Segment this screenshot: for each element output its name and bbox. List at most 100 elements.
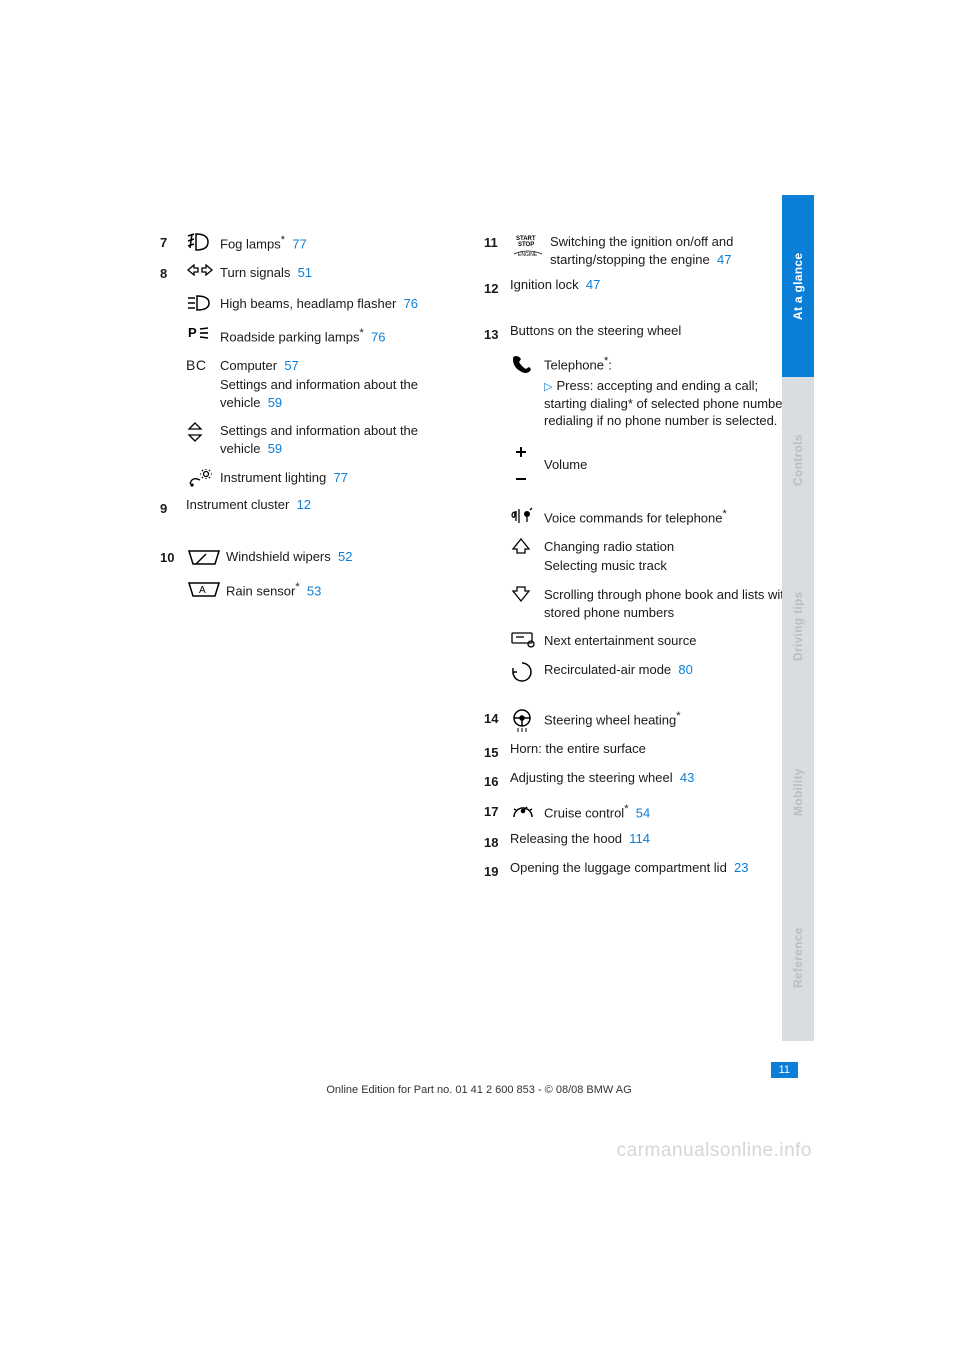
item-17: 17 Cruise control* 54 (484, 799, 794, 822)
page-link[interactable]: 12 (297, 497, 311, 512)
page-link[interactable]: 59 (268, 395, 282, 410)
svg-text:STOP: STOP (518, 242, 534, 248)
item-text: Opening the luggage compartment lid 23 (510, 859, 794, 877)
item-text: Horn: the entire surface (510, 740, 794, 758)
wiper-icon (186, 545, 226, 569)
tab-at-a-glance[interactable]: At a glance (782, 195, 814, 377)
item-text: Steering wheel heating* (544, 706, 794, 729)
svg-text:ENGINE: ENGINE (518, 252, 538, 258)
item-volume: Volume (484, 440, 794, 486)
item-parking-lamp: P Roadside parking lamps* 76 (160, 323, 460, 346)
bc-icon: BC (186, 354, 220, 375)
tab-controls[interactable]: Controls (782, 377, 814, 543)
item-text: Settings and information about the vehic… (220, 419, 460, 457)
source-icon (510, 629, 544, 649)
item-text: Scrolling through phone book and lists w… (544, 583, 794, 621)
recirculate-icon (510, 658, 544, 684)
item-number: 9 (160, 496, 186, 518)
page-link[interactable]: 76 (371, 329, 385, 344)
item-number: 7 (160, 230, 186, 252)
item-number: 14 (484, 706, 510, 728)
item-instrument-light: Instrument lighting 77 (160, 466, 460, 488)
page-link[interactable]: 57 (284, 358, 298, 373)
item-number: 16 (484, 769, 510, 791)
item-12: 12 Ignition lock 47 (484, 276, 794, 298)
item-rain-sensor: A Rain sensor* 53 (160, 577, 460, 601)
high-beam-icon (186, 292, 220, 312)
item-text: Cruise control* 54 (544, 799, 794, 822)
item-recirculate: Recirculated-air mode 80 (484, 658, 794, 684)
item-text: Adjusting the steering wheel 43 (510, 769, 794, 787)
page-number: 11 (771, 1062, 798, 1078)
item-15: 15 Horn: the entire surface (484, 740, 794, 762)
item-18: 18 Releasing the hood 114 (484, 830, 794, 852)
instrument-light-icon (186, 466, 220, 488)
item-19: 19 Opening the luggage compartment lid 2… (484, 859, 794, 881)
item-14: 14 Steering wheel heating* (484, 706, 794, 732)
page-link[interactable]: 77 (333, 470, 347, 485)
item-number: 19 (484, 859, 510, 881)
triangle-icon: ▷ (544, 381, 552, 393)
page-link[interactable]: 76 (404, 296, 418, 311)
page-link[interactable]: 51 (298, 265, 312, 280)
item-text: Switching the ignition on/off and starti… (550, 230, 794, 268)
item-settings: Settings and information about the vehic… (160, 419, 460, 457)
item-11: 11 STARTSTOPENGINE Switching the ignitio… (484, 230, 794, 268)
right-column: 11 STARTSTOPENGINE Switching the ignitio… (484, 230, 794, 889)
item-radio-up: Changing radio station Selecting music t… (484, 535, 794, 575)
page-link[interactable]: 43 (680, 770, 694, 785)
page-link[interactable]: 53 (307, 583, 321, 598)
item-computer: BC Computer 57 Settings and information … (160, 354, 460, 412)
item-scroll-down: Scrolling through phone book and lists w… (484, 583, 794, 621)
page-content: 7 Fog lamps* 77 8 Turn signals 51 H (160, 230, 798, 889)
item-16: 16 Adjusting the steering wheel 43 (484, 769, 794, 791)
tab-reference[interactable]: Reference (782, 875, 814, 1041)
item-text: Voice commands for telephone* (544, 504, 794, 527)
item-number: 8 (160, 261, 186, 283)
up-down-icon (186, 419, 220, 443)
parking-lamp-icon: P (186, 323, 220, 341)
page-link[interactable]: 52 (338, 549, 352, 564)
item-text: Telephone*: ▷Press: accepting and ending… (544, 351, 794, 430)
svg-text:P: P (188, 325, 197, 340)
volume-icon (510, 440, 544, 486)
item-7: 7 Fog lamps* 77 (160, 230, 460, 253)
item-text: Windshield wipers 52 (226, 545, 460, 566)
cruise-icon (510, 799, 544, 821)
item-text: Instrument lighting 77 (220, 466, 460, 487)
page-link[interactable]: 23 (734, 860, 748, 875)
left-column: 7 Fog lamps* 77 8 Turn signals 51 H (160, 230, 460, 889)
item-8: 8 Turn signals 51 (160, 261, 460, 283)
page-link[interactable]: 80 (678, 662, 692, 677)
voice-icon (510, 504, 544, 526)
item-number: 12 (484, 276, 510, 298)
turn-signal-icon (186, 261, 220, 277)
fog-lamp-icon (186, 230, 220, 252)
phone-icon (510, 351, 544, 377)
wheel-heat-icon (510, 706, 544, 732)
item-high-beam: High beams, headlamp flasher 76 (160, 292, 460, 313)
page-link[interactable]: 77 (292, 236, 306, 251)
start-stop-icon: STARTSTOPENGINE (510, 230, 550, 258)
svg-text:A: A (199, 585, 206, 596)
item-text: Recirculated-air mode 80 (544, 658, 794, 679)
item-number: 18 (484, 830, 510, 852)
item-telephone: Telephone*: ▷Press: accepting and ending… (484, 351, 794, 430)
item-text: Fog lamps* 77 (220, 230, 460, 253)
tab-mobility[interactable]: Mobility (782, 709, 814, 875)
item-text: Changing radio station Selecting music t… (544, 535, 794, 575)
page-link[interactable]: 47 (586, 277, 600, 292)
item-9: 9 Instrument cluster 12 (160, 496, 460, 518)
item-text: Ignition lock 47 (510, 276, 794, 294)
footer-credit: Online Edition for Part no. 01 41 2 600 … (160, 1084, 798, 1096)
page-link[interactable]: 54 (636, 805, 650, 820)
page-link[interactable]: 59 (268, 441, 282, 456)
arrow-down-icon (510, 583, 544, 603)
tab-driving-tips[interactable]: Driving tips (782, 543, 814, 709)
page-link[interactable]: 47 (717, 252, 731, 267)
item-text: Volume (544, 453, 794, 474)
item-text: Releasing the hood 114 (510, 830, 794, 848)
page-link[interactable]: 114 (629, 831, 650, 846)
page-footer: 11 Online Edition for Part no. 01 41 2 6… (160, 1064, 798, 1096)
watermark: carmanualsonline.info (617, 1140, 812, 1162)
